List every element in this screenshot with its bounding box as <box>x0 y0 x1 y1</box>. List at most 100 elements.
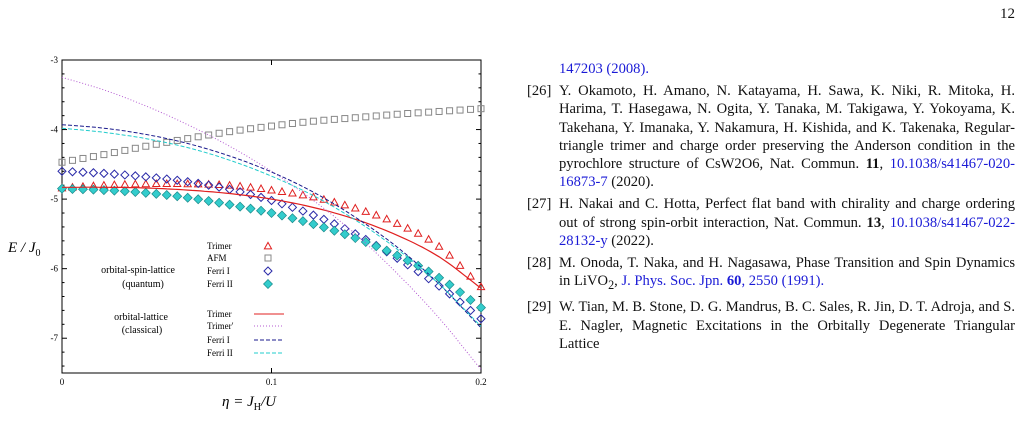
legend-marker <box>263 266 273 276</box>
points-ferri-ii-marker <box>77 184 88 195</box>
points-ferri-i-marker <box>434 281 444 291</box>
x-tick-label: 0 <box>60 377 65 387</box>
points-ferri-ii-marker <box>172 191 183 202</box>
points-ferri-ii-marker <box>381 245 392 256</box>
points-ferri-ii-marker <box>276 210 287 221</box>
reference-continuation: 147203 (2008). <box>523 60 1015 78</box>
points-afm-marker <box>288 120 296 128</box>
reference-27-doi-link[interactable]: 10.1038/s41467-022-28132-y <box>559 214 1016 249</box>
points-ferri-ii-marker <box>245 203 256 214</box>
points-trimer-marker <box>424 234 434 243</box>
x-axis-label: η = JH/U <box>222 394 277 413</box>
points-trimer-marker <box>413 228 423 237</box>
y-axis-label: E / J0 <box>7 240 41 259</box>
reference-number: [28] <box>527 255 552 272</box>
legend-label: Trimer <box>207 241 232 251</box>
points-trimer-marker <box>361 206 371 215</box>
points-ferri-i-marker <box>78 167 88 177</box>
points-trimer-marker <box>204 179 214 188</box>
points-trimer-marker <box>120 179 130 188</box>
legend-marker <box>264 254 272 262</box>
curve-trimer-series-line <box>62 186 482 289</box>
points-afm-marker <box>435 107 443 115</box>
points-afm-marker <box>383 111 391 119</box>
points-ferri-ii-marker <box>392 250 403 261</box>
points-ferri-i-marker <box>277 199 287 209</box>
points-afm-marker <box>372 112 380 120</box>
points-trimer-marker <box>172 179 182 188</box>
points-ferri-ii-marker <box>476 302 486 313</box>
points-afm-marker <box>110 149 118 157</box>
points-ferri-i-marker <box>287 202 298 213</box>
points-trimer-marker <box>151 179 161 188</box>
reference-28-journal-link[interactable]: J. Phys. Soc. Jpn. 60, 2550 (1991). <box>621 273 825 290</box>
legend-label: Ferri II <box>207 279 233 289</box>
points-afm-marker <box>173 136 181 144</box>
points-afm-marker <box>236 126 244 134</box>
points-ferri-i-marker <box>120 170 130 180</box>
points-afm-marker <box>184 135 192 143</box>
points-ferri-ii-marker <box>318 222 329 233</box>
points-trimer-marker <box>277 186 287 195</box>
legend-group-classical-line2: (classical) <box>122 325 163 336</box>
points-ferri-ii-marker <box>130 186 141 197</box>
points-trimer-marker <box>246 182 255 191</box>
points-ferri-i-marker <box>266 195 277 206</box>
points-trimer-marker <box>455 260 465 269</box>
x-tick-label: 0.2 <box>475 377 486 387</box>
points-afm-marker <box>351 114 359 122</box>
points-ferri-i-marker <box>130 171 141 181</box>
reference-number: [26] <box>527 83 552 100</box>
points-ferri-i-marker <box>151 173 161 183</box>
points-afm-marker <box>194 133 202 141</box>
y-tick-label: -6 <box>51 264 59 274</box>
reference-27-text: H. Nakai and C. Hotta, Perfect flat band… <box>559 196 1015 231</box>
y-tick-label: -7 <box>51 333 59 343</box>
points-afm-marker <box>393 110 401 118</box>
points-afm-marker <box>247 125 255 133</box>
points-ferri-i-marker <box>57 166 67 176</box>
reference-25-link[interactable]: 147203 (2008). <box>559 61 649 77</box>
points-afm-marker <box>320 116 328 124</box>
legend-group-quantum-line2: (quantum) <box>122 279 164 290</box>
points-afm-marker <box>341 115 349 123</box>
points-ferri-i-marker <box>308 210 319 220</box>
curve-ferri-ii-series-line <box>61 127 482 327</box>
legend-label: Ferri I <box>207 266 230 276</box>
points-ferri-ii-marker <box>224 199 235 210</box>
points-ferri-ii-marker <box>308 219 319 230</box>
points-afm-marker <box>100 151 108 159</box>
points-ferri-i-marker <box>214 182 224 192</box>
points-ferri-ii-marker <box>119 186 130 197</box>
points-trimer-marker <box>298 190 308 199</box>
points-ferri-i-marker <box>444 289 455 299</box>
points-trimer-marker <box>235 181 245 190</box>
points-trimer-marker <box>225 180 235 189</box>
points-ferri-ii-marker <box>88 184 99 195</box>
points-trimer-marker <box>371 210 381 219</box>
points-afm-marker <box>268 122 275 130</box>
points-afm-marker <box>467 105 475 113</box>
legend-group-classical-line1: orbital-lattice <box>114 312 168 323</box>
points-trimer-marker <box>392 218 402 227</box>
points-trimer-marker <box>329 197 339 206</box>
points-ferri-i-marker <box>172 175 182 185</box>
reference-27-volume: 13 <box>866 214 882 231</box>
chart-legend: orbital-spin-lattice (quantum) orbital-l… <box>101 241 284 358</box>
reference-26-text: Y. Okamoto, H. Amano, N. Katayama, H. Sa… <box>559 83 1015 173</box>
references-column: 147203 (2008). [26] Y. Okamoto, H. Amano… <box>523 60 1015 357</box>
points-ferri-ii-marker <box>203 195 214 206</box>
points-afm-marker <box>257 123 265 131</box>
reference-number: [29] <box>527 299 552 316</box>
points-afm-marker <box>215 129 223 137</box>
reference-29: [29] W. Tian, M. B. Stone, D. G. Mandrus… <box>523 298 1015 353</box>
reference-26-doi-link[interactable]: 10.1038/s41467-020-16873-7 <box>559 156 1015 191</box>
points-ferri-ii-marker <box>297 216 308 227</box>
points-ferri-ii-marker <box>214 197 225 208</box>
points-ferri-ii-marker <box>434 272 445 283</box>
points-ferri-ii-marker <box>151 188 162 199</box>
points-afm-marker <box>142 142 150 150</box>
points-afm-marker <box>121 146 129 154</box>
curve-ferri-i-series-line <box>61 124 482 329</box>
legend-label: Trimer <box>207 309 232 319</box>
